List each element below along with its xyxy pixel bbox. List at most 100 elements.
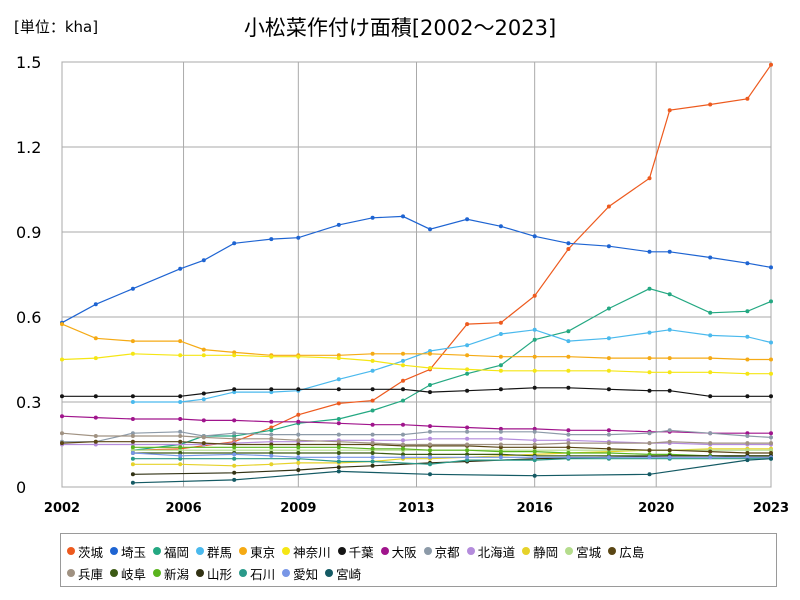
- data-point: [336, 465, 341, 470]
- data-point: [745, 96, 750, 101]
- data-point: [498, 363, 503, 368]
- data-point: [745, 431, 750, 436]
- data-point: [647, 448, 652, 453]
- data-point: [296, 432, 301, 437]
- data-point: [370, 459, 375, 464]
- data-point: [708, 441, 713, 446]
- legend-label: 福岡: [164, 544, 190, 560]
- data-point: [465, 448, 470, 453]
- data-point: [667, 108, 672, 113]
- data-point: [498, 452, 503, 457]
- data-point: [60, 441, 64, 446]
- data-point: [532, 354, 537, 359]
- data-point: [336, 432, 341, 437]
- data-point: [370, 441, 375, 446]
- data-point: [769, 431, 773, 436]
- legend-marker: [239, 547, 248, 555]
- legend-item: 群馬: [196, 542, 232, 561]
- data-point: [566, 451, 571, 455]
- data-point: [606, 244, 611, 249]
- data-point: [201, 258, 206, 263]
- data-point: [708, 333, 713, 338]
- legend-item: 広島: [608, 542, 644, 561]
- legend-marker: [110, 569, 119, 577]
- data-point: [93, 336, 98, 341]
- series-line: [62, 387, 771, 397]
- data-point: [498, 449, 503, 454]
- series-line: [61, 353, 771, 375]
- data-point: [178, 429, 183, 434]
- data-point: [566, 368, 571, 373]
- legend-label: 北海道: [477, 544, 516, 560]
- data-point: [566, 441, 571, 446]
- legend-marker: [67, 569, 75, 577]
- series-line: [132, 329, 772, 403]
- data-point: [745, 441, 750, 446]
- data-point: [370, 432, 375, 437]
- data-point: [606, 368, 611, 373]
- data-point: [566, 339, 571, 344]
- series-千葉: [60, 385, 773, 399]
- legend-item: 北海道: [466, 542, 516, 561]
- series-line: [61, 432, 771, 446]
- legend-label: 茨城: [78, 544, 104, 560]
- data-point: [296, 412, 301, 417]
- data-point: [130, 434, 135, 438]
- legend-label: 岐阜: [121, 566, 147, 582]
- data-point: [708, 356, 713, 361]
- data-point: [232, 350, 237, 355]
- series-line: [61, 323, 771, 361]
- data-point: [178, 453, 183, 458]
- data-point: [336, 459, 341, 464]
- data-point: [769, 340, 773, 345]
- series-愛知: [130, 451, 773, 460]
- data-point: [428, 472, 432, 477]
- legend-label: 大阪: [391, 544, 417, 560]
- data-point: [647, 441, 652, 446]
- data-point: [401, 438, 405, 443]
- data-point: [647, 455, 652, 460]
- data-point: [667, 356, 672, 361]
- data-point: [745, 434, 750, 438]
- data-point: [370, 215, 375, 220]
- series-広島: [60, 439, 773, 455]
- data-point: [370, 422, 375, 427]
- data-point: [232, 434, 237, 438]
- data-point: [401, 442, 405, 447]
- legend-label: 愛知: [293, 566, 319, 582]
- data-point: [667, 292, 672, 297]
- legend-marker: [153, 547, 162, 555]
- x-tick-label: 2016: [517, 501, 553, 516]
- data-point: [269, 419, 274, 424]
- legend-row-1: 茨城 埼玉 福岡 群馬 東京 神奈川 千葉 大阪 京都 北海道 静岡 宮城 広島: [67, 542, 651, 560]
- data-point: [428, 429, 432, 434]
- data-point: [232, 477, 237, 482]
- data-point: [769, 456, 773, 461]
- data-point: [745, 261, 750, 266]
- data-point: [130, 451, 135, 455]
- data-point: [667, 439, 672, 444]
- data-point: [566, 432, 571, 437]
- series-line: [61, 215, 772, 324]
- series-line: [132, 64, 772, 451]
- data-point: [769, 265, 773, 270]
- data-point: [401, 452, 405, 457]
- data-point: [606, 306, 611, 311]
- data-point: [201, 391, 206, 396]
- legend-item: 宮崎: [325, 564, 361, 583]
- data-point: [336, 445, 341, 450]
- data-point: [178, 339, 183, 344]
- data-point: [606, 336, 611, 341]
- data-point: [201, 353, 206, 358]
- data-point: [401, 378, 405, 383]
- data-point: [269, 425, 274, 430]
- data-point: [370, 368, 375, 373]
- data-point: [532, 445, 537, 450]
- data-point: [130, 462, 135, 467]
- data-point: [232, 431, 237, 436]
- data-point: [769, 451, 773, 455]
- data-point: [370, 455, 375, 460]
- legend-item: 新潟: [153, 564, 189, 583]
- data-point: [336, 451, 341, 455]
- data-point: [336, 377, 341, 382]
